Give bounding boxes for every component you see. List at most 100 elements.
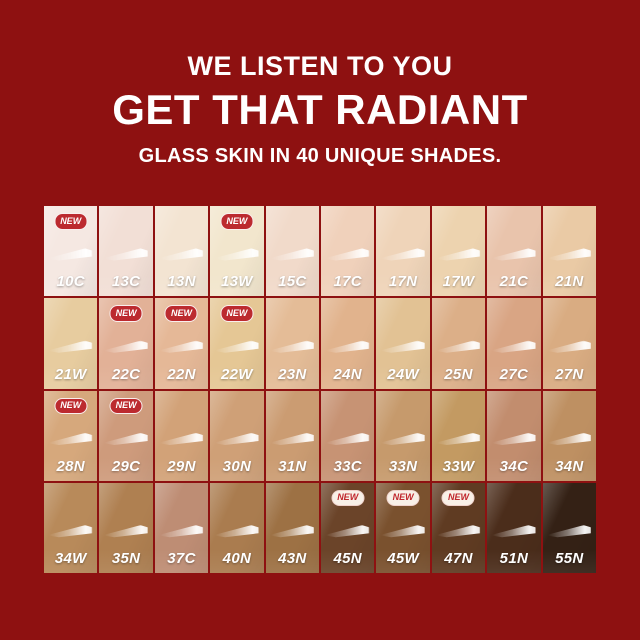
headline-line3: GLASS SKIN IN 40 UNIQUE SHADES. bbox=[138, 145, 502, 167]
shade-code-label: 47N bbox=[444, 550, 473, 567]
new-badge: NEW bbox=[220, 305, 254, 322]
shine-highlight-icon bbox=[157, 340, 204, 353]
new-badge: NEW bbox=[109, 397, 143, 414]
shine-highlight-icon bbox=[213, 248, 259, 261]
shade-swatch: 17N bbox=[376, 206, 430, 297]
shade-code-label: 34W bbox=[54, 550, 87, 567]
shade-code-label: 25N bbox=[444, 365, 473, 383]
shine-highlight-icon bbox=[102, 248, 148, 261]
shine-highlight-icon bbox=[434, 340, 481, 353]
shade-swatch: 21N bbox=[542, 206, 596, 297]
shade-grid: NEW 10C 13C 13N NEW 13W 15C 17C 17N 17W bbox=[44, 206, 596, 573]
shine-highlight-icon bbox=[268, 248, 314, 261]
shade-code-label: 33W bbox=[442, 457, 475, 475]
shine-highlight-icon bbox=[545, 248, 591, 261]
shine-highlight-icon bbox=[268, 340, 314, 353]
shade-code-label: 15C bbox=[278, 273, 307, 291]
shine-highlight-icon bbox=[268, 432, 314, 445]
new-badge: NEW bbox=[164, 305, 198, 322]
shine-highlight-icon bbox=[490, 525, 536, 538]
shine-highlight-icon bbox=[47, 340, 93, 353]
shade-swatch: NEW 22N bbox=[154, 298, 209, 389]
shade-swatch: 27N bbox=[542, 298, 596, 389]
shade-code-label: 27C bbox=[499, 365, 529, 383]
shine-highlight-icon bbox=[324, 248, 370, 261]
shade-swatch: 29N bbox=[154, 390, 209, 481]
shade-code-label: 51N bbox=[499, 550, 529, 567]
shine-highlight-icon bbox=[324, 340, 370, 353]
shade-code-label: 34N bbox=[555, 457, 584, 475]
shine-highlight-icon bbox=[379, 432, 425, 445]
shade-code-label: 21W bbox=[54, 365, 87, 383]
shine-highlight-icon bbox=[490, 248, 536, 261]
shade-code-label: 35N bbox=[111, 550, 141, 567]
shade-code-label: 23N bbox=[278, 365, 307, 383]
shine-highlight-icon bbox=[213, 525, 259, 538]
shade-swatch: 31N bbox=[265, 390, 319, 481]
shine-highlight-icon bbox=[545, 340, 591, 353]
shine-highlight-icon bbox=[324, 525, 370, 538]
shade-code-label: 13W bbox=[221, 273, 253, 291]
shine-highlight-icon bbox=[102, 340, 148, 353]
shade-code-label: 55N bbox=[555, 550, 584, 567]
shine-highlight-icon bbox=[47, 432, 93, 445]
shade-swatch: 17C bbox=[321, 206, 375, 297]
shade-swatch: 33C bbox=[321, 390, 375, 481]
shine-highlight-icon bbox=[268, 525, 314, 538]
shade-code-label: 33C bbox=[333, 457, 362, 475]
shade-swatch: 34C bbox=[487, 390, 541, 481]
new-badge: NEW bbox=[54, 397, 88, 414]
shine-highlight-icon bbox=[545, 432, 591, 445]
shade-swatch: 35N bbox=[99, 482, 153, 573]
shade-code-label: 17C bbox=[333, 273, 362, 291]
shine-highlight-icon bbox=[379, 525, 425, 538]
shine-highlight-icon bbox=[434, 525, 481, 538]
shade-code-label: 17W bbox=[442, 273, 475, 291]
shade-code-label: 22C bbox=[111, 365, 141, 383]
shine-highlight-icon bbox=[102, 432, 148, 445]
shade-swatch: 30N bbox=[210, 390, 264, 481]
shine-highlight-icon bbox=[434, 248, 481, 261]
shade-code-label: 37C bbox=[167, 550, 196, 567]
shade-swatch: NEW 29C bbox=[99, 390, 153, 481]
shade-swatch: 21C bbox=[487, 206, 541, 297]
shade-swatch: 37C bbox=[154, 482, 209, 573]
shade-swatch: 33N bbox=[376, 390, 430, 481]
shade-swatch: NEW 10C bbox=[44, 206, 98, 297]
shade-swatch: NEW 45W bbox=[376, 482, 430, 573]
shade-code-label: 31N bbox=[278, 457, 307, 475]
shade-swatch: NEW 13W bbox=[210, 206, 264, 297]
shade-code-label: 29N bbox=[167, 457, 196, 475]
shade-code-label: 13C bbox=[111, 273, 141, 291]
shade-code-label: 28N bbox=[56, 457, 85, 475]
shade-code-label: 17N bbox=[388, 273, 418, 291]
shade-swatch: 13N bbox=[154, 206, 209, 297]
shine-highlight-icon bbox=[490, 340, 536, 353]
shine-highlight-icon bbox=[157, 248, 204, 261]
shine-highlight-icon bbox=[379, 248, 425, 261]
shade-code-label: 22W bbox=[221, 365, 253, 383]
shine-highlight-icon bbox=[379, 340, 425, 353]
shade-code-label: 10C bbox=[56, 273, 85, 291]
shade-swatch: 21W bbox=[44, 298, 98, 389]
shade-swatch: 24W bbox=[376, 298, 430, 389]
shade-code-label: 27N bbox=[555, 365, 584, 383]
shade-swatch: 34W bbox=[44, 482, 98, 573]
shade-swatch: 24N bbox=[321, 298, 375, 389]
shine-highlight-icon bbox=[490, 432, 536, 445]
shine-highlight-icon bbox=[157, 432, 204, 445]
shade-swatch: 15C bbox=[265, 206, 319, 297]
shade-swatch: 55N bbox=[542, 482, 596, 573]
shade-swatch: NEW 47N bbox=[431, 482, 486, 573]
shade-swatch: 40N bbox=[210, 482, 264, 573]
shade-swatch: 34N bbox=[542, 390, 596, 481]
shine-highlight-icon bbox=[102, 525, 148, 538]
shade-code-label: 21C bbox=[499, 273, 529, 291]
new-badge: NEW bbox=[109, 305, 143, 322]
shine-highlight-icon bbox=[434, 432, 481, 445]
shade-code-label: 21N bbox=[555, 273, 584, 291]
shade-code-label: 13N bbox=[167, 273, 196, 291]
shade-swatch: 27C bbox=[487, 298, 541, 389]
shade-swatch: NEW 28N bbox=[44, 390, 98, 481]
